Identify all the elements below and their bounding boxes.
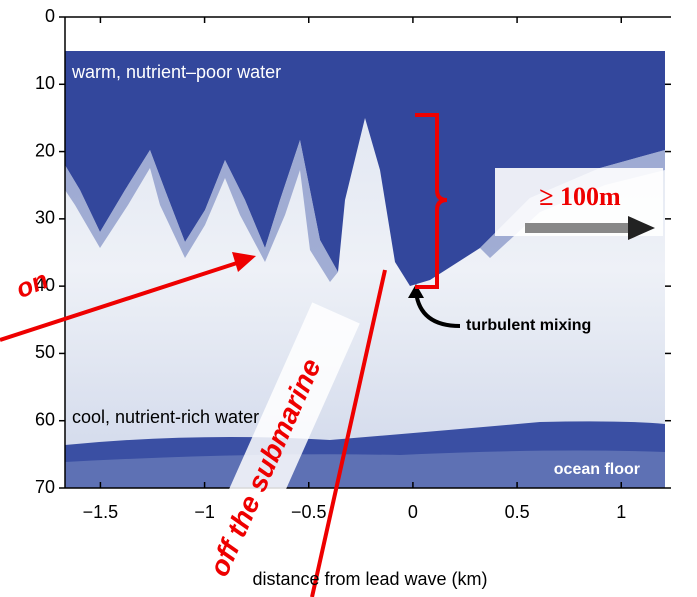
x-tick-label: 0.5 [505, 502, 530, 522]
x-tick-label: 1 [616, 502, 626, 522]
y-tick-label: 50 [35, 342, 55, 362]
warm-water-label: warm, nutrient–poor water [71, 62, 281, 82]
y-tick-label: 20 [35, 140, 55, 160]
depth-label: ≥ 100m [539, 182, 621, 211]
cool-water-label: cool, nutrient-rich water [72, 407, 259, 427]
y-tick-label: 70 [35, 477, 55, 497]
x-tick-label: 0 [408, 502, 418, 522]
x-tick-label: −1 [194, 502, 215, 522]
y-tick-label: 10 [35, 73, 55, 93]
x-tick-label: −0.5 [291, 502, 327, 522]
y-tick-label: 60 [35, 409, 55, 429]
chart: 010203040506070−1.5−1−0.500.51 warm, nut… [0, 0, 697, 597]
x-tick-label: −1.5 [83, 502, 119, 522]
y-tick-label: 30 [35, 208, 55, 228]
x-axis-label: distance from lead wave (km) [252, 569, 487, 589]
turbulent-mixing-label: turbulent mixing [466, 317, 591, 334]
on-label: on [12, 264, 53, 304]
y-tick-label: 0 [45, 6, 55, 26]
ocean-floor-label: ocean floor [554, 461, 640, 478]
